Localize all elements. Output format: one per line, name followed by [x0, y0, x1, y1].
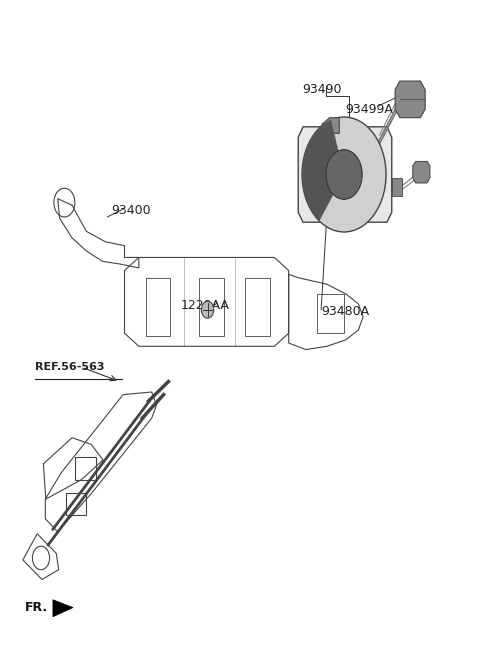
Bar [145, 278, 170, 336]
Bar [199, 278, 224, 336]
Bar [317, 294, 344, 333]
Polygon shape [395, 81, 425, 117]
Circle shape [201, 301, 214, 318]
Circle shape [326, 150, 362, 199]
Bar [392, 178, 402, 196]
Bar [245, 278, 270, 336]
Polygon shape [53, 600, 73, 617]
Text: 1229AA: 1229AA [180, 298, 229, 312]
Polygon shape [322, 117, 339, 133]
Polygon shape [298, 127, 392, 222]
Text: 93490: 93490 [302, 83, 342, 96]
Text: 93480A: 93480A [321, 305, 369, 318]
Text: FR.: FR. [25, 601, 48, 614]
Polygon shape [413, 161, 430, 183]
Polygon shape [302, 120, 338, 221]
Text: 93499A: 93499A [345, 103, 393, 115]
Text: 93400: 93400 [111, 204, 151, 217]
Circle shape [302, 117, 386, 232]
Text: REF.56-563: REF.56-563 [35, 362, 104, 372]
